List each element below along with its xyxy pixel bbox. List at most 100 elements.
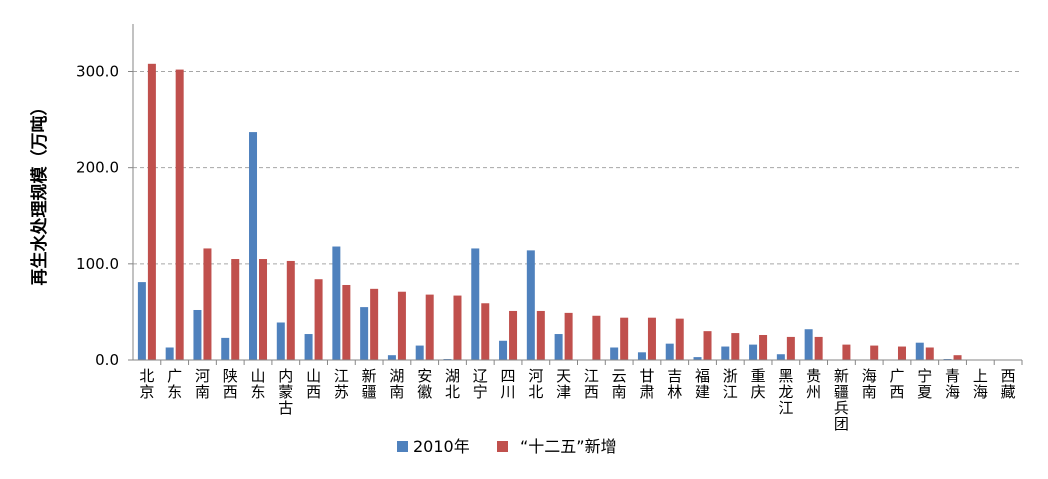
category-label: 重庆	[751, 367, 766, 401]
legend: 2010年 “十二五”新增	[397, 437, 617, 456]
bar-series2	[953, 355, 962, 360]
bar-series1	[637, 352, 646, 360]
legend-label-2010: 2010年	[413, 437, 470, 456]
bar-series1	[193, 309, 202, 360]
bar-series1	[554, 334, 563, 360]
bar-series1	[776, 354, 785, 360]
category-label: 云南	[612, 367, 627, 401]
bars	[137, 63, 962, 361]
legend-label-new: “十二五”新增	[520, 437, 617, 456]
bar-series2	[897, 346, 906, 360]
bar-series1	[276, 322, 285, 360]
category-labels: 北京广东河南陕西山东内蒙古山西江苏新疆湖南安徽湖北辽宁四川河北天津江西云南甘肃吉…	[139, 360, 1023, 433]
bar-series1	[304, 334, 313, 360]
legend-swatch-2010	[397, 441, 408, 452]
bar-series2	[703, 331, 712, 360]
bar-series1	[165, 347, 174, 360]
category-label: 浙江	[723, 367, 738, 401]
category-label: 海南	[862, 367, 877, 401]
category-label: 新疆	[362, 367, 377, 401]
bar-series2	[481, 303, 490, 360]
bar-series1	[137, 282, 146, 360]
category-label: 湖北	[445, 367, 460, 401]
grid-lines	[133, 71, 1022, 265]
bar-series1	[693, 357, 702, 360]
bar-series2	[175, 69, 184, 361]
category-label: 天津	[556, 367, 571, 401]
category-label: 福建	[695, 367, 710, 401]
category-label: 广西	[889, 367, 904, 401]
bar-series1	[749, 344, 758, 360]
category-label: 辽宁	[473, 367, 488, 401]
bar-series2	[870, 345, 879, 360]
bar-series2	[147, 63, 156, 360]
y-tick-label: 100.0	[76, 255, 119, 273]
y-tick-label: 0.0	[95, 351, 119, 369]
category-label: 河北	[528, 367, 543, 401]
bar-series1	[387, 355, 396, 360]
bar-series1	[499, 340, 508, 360]
category-label: 黑龙江	[778, 367, 793, 417]
category-label: 吉林	[667, 367, 682, 401]
bar-series2	[925, 347, 934, 360]
bar-series2	[425, 294, 434, 360]
category-label: 西藏	[1001, 367, 1016, 401]
bar-series2	[842, 344, 851, 360]
bar-series1	[804, 329, 813, 360]
bar-series2	[592, 315, 601, 360]
category-label: 青海	[945, 367, 960, 401]
bar-series2	[509, 310, 518, 360]
bar-series1	[471, 248, 480, 360]
bar-series2	[370, 288, 379, 360]
category-label: 上海	[973, 367, 988, 401]
y-tick-label: 300.0	[76, 63, 119, 81]
category-label: 四川	[501, 367, 516, 401]
bar-series1	[221, 337, 230, 360]
category-label: 江苏	[334, 367, 349, 401]
bar-series2	[759, 334, 768, 360]
bar-series2	[286, 260, 295, 360]
bar-series2	[314, 279, 323, 360]
bar-series1	[721, 346, 730, 360]
y-tick-label: 200.0	[76, 159, 119, 177]
category-label: 河南	[195, 367, 210, 401]
bar-series2	[786, 336, 795, 360]
legend-swatch-new	[497, 441, 508, 452]
category-label: 广东	[167, 367, 182, 401]
bar-series2	[675, 318, 684, 360]
bar-series2	[231, 259, 240, 360]
bar-series1	[610, 347, 619, 360]
category-label: 甘肃	[639, 367, 654, 401]
category-label: 山东	[251, 367, 266, 401]
bar-series1	[665, 343, 674, 360]
bar-series2	[620, 317, 629, 360]
y-axis-label: 再生水处理规模（万吨）	[29, 99, 50, 286]
bar-series1	[332, 246, 341, 360]
bar-series2	[731, 333, 740, 360]
y-axis-ticks: 0.0 100.0 200.0 300.0	[76, 63, 133, 369]
bar-series2	[564, 312, 573, 360]
bar-series2	[342, 284, 351, 360]
category-label: 安徽	[417, 367, 432, 401]
category-label: 贵州	[806, 367, 821, 401]
bar-series2	[814, 336, 823, 360]
bar-series2	[203, 248, 212, 360]
bar-series1	[360, 307, 369, 360]
category-label: 湖南	[389, 367, 404, 401]
bar-series1	[415, 345, 424, 360]
bar-series1	[526, 250, 535, 360]
bar-series1	[915, 342, 924, 360]
bar-series1	[249, 132, 258, 360]
bar-series2	[536, 310, 545, 360]
category-label: 宁夏	[917, 367, 932, 401]
category-label: 内蒙古	[278, 367, 293, 417]
category-label: 北京	[139, 367, 154, 401]
bar-series2	[647, 317, 656, 360]
bar-series2	[259, 259, 268, 360]
category-label: 新疆兵团	[834, 367, 849, 433]
bar-series2	[397, 291, 406, 360]
category-label: 江西	[584, 367, 599, 401]
category-label: 山西	[306, 367, 321, 401]
bar-series2	[453, 295, 462, 360]
